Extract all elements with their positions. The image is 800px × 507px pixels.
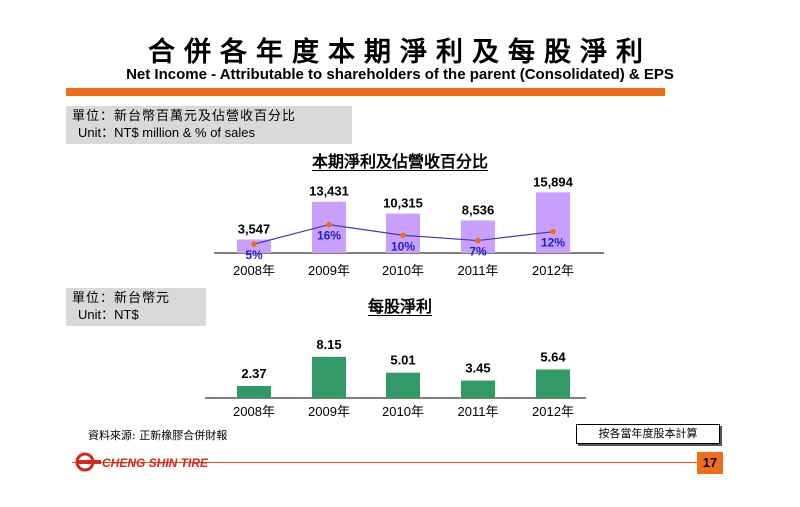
year-tick-label: 2011年 xyxy=(458,263,499,278)
unit-label-en: Unit：NT$ million & % of sales xyxy=(78,125,255,140)
year-tick-label: 2010年 xyxy=(382,404,424,419)
net-income-bar xyxy=(536,192,570,253)
footer-divider xyxy=(72,462,722,463)
percent-marker xyxy=(251,241,257,247)
eps-bar xyxy=(312,356,346,398)
percent-marker xyxy=(550,228,556,235)
year-tick-label: 2011年 xyxy=(458,404,499,419)
percent-value-label: 10% xyxy=(391,239,415,253)
eps-bar xyxy=(386,372,420,398)
net-income-chart-title: 本期淨利及佔營收百分比 xyxy=(0,148,800,172)
percent-value-label: 5% xyxy=(245,248,263,262)
net-income-bar xyxy=(461,220,495,253)
year-tick-label: 2009年 xyxy=(308,404,350,419)
net-income-value-label: 10,315 xyxy=(383,196,423,211)
net-income-value-label: 3,547 xyxy=(238,221,271,236)
unit-box-eps: 單位：新台幣元 Unit：NT$ xyxy=(66,288,206,326)
data-source-note: 資料來源: 正新橡膠合併財報 xyxy=(88,429,228,442)
year-tick-label: 2012年 xyxy=(532,263,574,278)
eps-calculation-note: 按各當年度股本計算 xyxy=(576,424,720,444)
percent-value-label: 12% xyxy=(541,236,565,250)
year-tick-label: 2012年 xyxy=(532,404,574,419)
eps-bar xyxy=(237,386,271,398)
year-tick-label: 2008年 xyxy=(233,404,275,419)
page-number: 17 xyxy=(697,452,723,474)
percent-marker xyxy=(326,221,332,228)
eps-bar xyxy=(461,380,495,398)
cheng-shin-tire-logo: CHENG SHIN TIRE xyxy=(75,452,209,472)
eps-value-label: 3.45 xyxy=(465,361,490,376)
percent-marker xyxy=(475,237,481,244)
eps-bar xyxy=(536,369,570,398)
page-title: 合併各年度本期淨利及每股淨利 xyxy=(148,37,652,68)
percent-value-label: 7% xyxy=(469,245,487,259)
net-income-chart-title-text: 本期淨利及佔營收百分比 xyxy=(311,152,488,171)
title-divider-bar xyxy=(66,88,665,96)
eps-chart-title-text: 每股淨利 xyxy=(367,297,432,316)
percent-marker xyxy=(400,232,406,239)
unit-label-zh: 單位：新台幣百萬元及佔營收百分比 xyxy=(72,109,297,124)
net-income-value-label: 8,536 xyxy=(462,202,495,217)
unit-label-en: Unit：NT$ xyxy=(78,307,139,322)
tire-logo-icon xyxy=(75,452,101,472)
net-income-value-label: 15,894 xyxy=(533,174,574,189)
page-subtitle: Net Income - Attributable to shareholder… xyxy=(126,66,674,83)
net-income-value-label: 13,431 xyxy=(309,184,349,199)
unit-label-zh: 單位：新台幣元 xyxy=(72,291,171,306)
percent-value-label: 16% xyxy=(317,229,341,243)
year-tick-label: 2009年 xyxy=(308,263,350,278)
unit-box-net-income: 單位：新台幣百萬元及佔營收百分比 Unit：NT$ million & % of… xyxy=(66,106,352,144)
eps-value-label: 2.37 xyxy=(241,366,266,381)
logo-wordmark: CHENG SHIN TIRE xyxy=(102,456,209,470)
year-tick-label: 2008年 xyxy=(233,263,275,278)
eps-chart-title: 每股淨利 xyxy=(0,293,800,317)
eps-value-label: 8.15 xyxy=(316,337,341,352)
eps-value-label: 5.64 xyxy=(540,349,566,364)
eps-value-label: 5.01 xyxy=(390,353,415,368)
year-tick-label: 2010年 xyxy=(382,263,424,278)
